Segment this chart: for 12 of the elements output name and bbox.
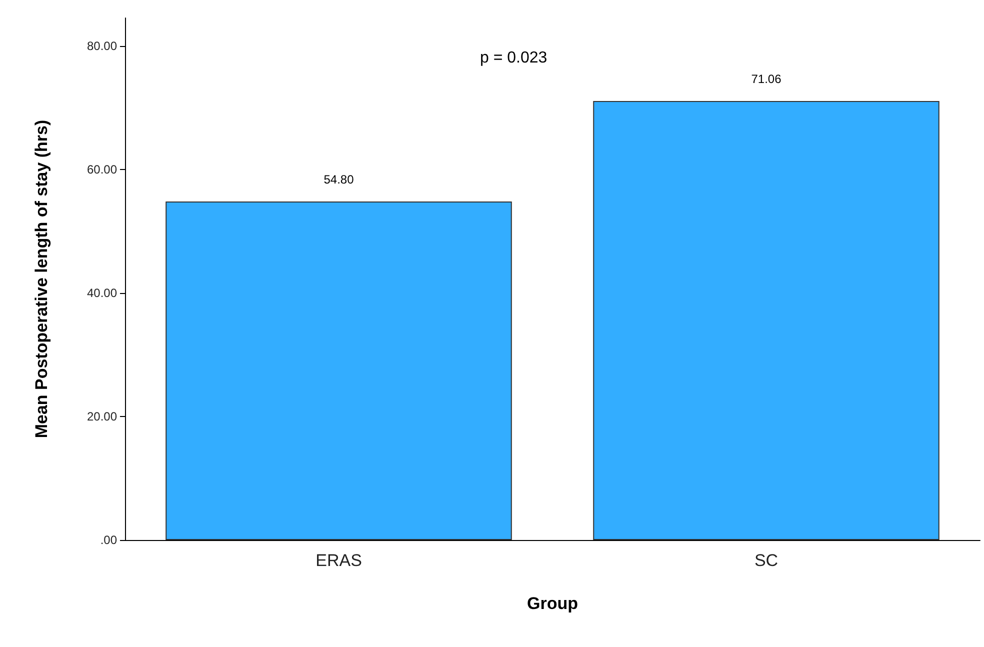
y-tick-label: 80.00 (86, 38, 118, 53)
x-axis-title: Group (527, 594, 578, 613)
y-tick-label: 60.00 (86, 162, 118, 176)
data-label: 71.06 (751, 72, 782, 86)
annotation: p = 0.023 (480, 50, 548, 66)
x-tick-label: ERAS (316, 551, 362, 570)
y-tick-label: 20.00 (86, 409, 118, 424)
y-tick-label: 40.00 (86, 286, 118, 300)
y-tick-label: .00 (100, 533, 118, 547)
x-tick-label: SC (754, 551, 778, 570)
data-label: 54.80 (324, 172, 354, 186)
y-axis-title: Mean Postoperative length of stay (hrs) (32, 120, 51, 438)
